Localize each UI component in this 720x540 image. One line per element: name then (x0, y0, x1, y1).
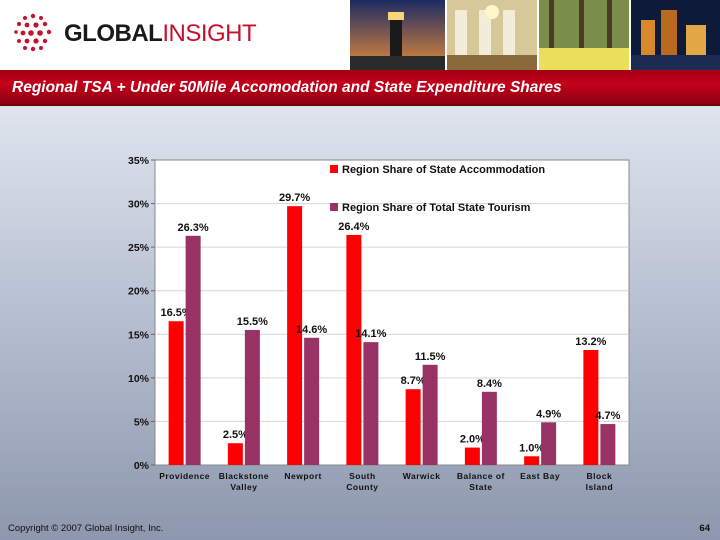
category-label: Newport (284, 471, 322, 481)
category-label: South (349, 471, 376, 481)
lighthouse-photo (350, 0, 445, 70)
data-label: 2.5% (223, 429, 248, 441)
y-tick-label: 0% (134, 460, 150, 472)
plot-area (154, 159, 630, 466)
y-tick-label: 25% (128, 242, 150, 254)
data-label: 2.0% (460, 434, 485, 446)
copyright-text: Copyright © 2007 Global Insight, Inc. (8, 523, 164, 534)
bar (287, 206, 303, 465)
data-label: 14.6% (296, 324, 327, 336)
bar (346, 234, 362, 465)
data-label: 14.1% (355, 328, 386, 340)
data-label: 4.7% (595, 410, 620, 422)
bar (464, 447, 480, 465)
logo-text-insight: INSIGHT (162, 20, 257, 47)
data-label: 4.9% (536, 408, 561, 420)
category-label: State (469, 482, 492, 492)
data-label: 26.4% (338, 221, 369, 233)
data-label: 29.7% (279, 192, 310, 204)
bar (422, 364, 438, 465)
category-label: Blackstone (219, 471, 269, 481)
bar (600, 424, 616, 465)
y-tick-label: 30% (128, 199, 150, 211)
category-label: County (346, 482, 378, 492)
legend-swatch (330, 165, 338, 173)
bar (405, 389, 421, 465)
logo-text-global: GLOBAL (64, 20, 163, 47)
bar (524, 456, 540, 465)
y-tick-label: 5% (134, 416, 150, 428)
y-tick-label: 20% (128, 286, 150, 298)
y-tick-label: 35% (128, 155, 150, 167)
y-tick-label: 10% (128, 373, 150, 385)
data-label: 16.5% (161, 307, 192, 319)
bar (363, 342, 379, 465)
category-label: Providence (159, 471, 210, 481)
ballroom-photo (447, 0, 537, 70)
bar (168, 321, 184, 465)
bar (481, 391, 497, 465)
legend-swatch (330, 203, 338, 211)
data-label: 11.5% (415, 351, 446, 363)
category-label: Island (586, 482, 614, 492)
header-photo-strip (350, 0, 720, 70)
data-label: 26.3% (178, 222, 209, 234)
data-label: 13.2% (575, 336, 606, 348)
bar-chart: 0% 5% 10% 15% 20% 25% 30% 35% 16.5% 26.3% Providen… (128, 155, 630, 492)
category-label: Balance of (457, 471, 505, 481)
header-bar: GLOBALINSIGHT (0, 0, 720, 70)
category-label: Warwick (403, 471, 441, 481)
globe-dots-icon (14, 13, 52, 52)
data-label: 1.0% (519, 442, 544, 454)
page-number: 64 (699, 523, 710, 534)
bar (583, 349, 599, 465)
global-insight-logo: GLOBALINSIGHT (10, 10, 300, 54)
y-tick-label: 15% (128, 329, 150, 341)
slide-title: Regional TSA + Under 50Mile Accomodation… (12, 79, 562, 96)
bar (244, 329, 260, 465)
city-night-photo (631, 0, 720, 70)
data-label: 8.7% (401, 375, 426, 387)
bar (185, 235, 201, 465)
category-label: East Bay (520, 471, 560, 481)
bar (304, 337, 320, 465)
bar (227, 443, 243, 465)
category-label: Valley (230, 482, 257, 492)
category-label: Block (587, 471, 613, 481)
title-bar: Regional TSA + Under 50Mile Accomodation… (0, 70, 720, 106)
data-label: 15.5% (237, 316, 268, 328)
garden-photo (539, 0, 629, 70)
legend-label: Region Share of Total State Tourism (342, 202, 531, 214)
data-label: 8.4% (477, 378, 502, 390)
legend-label: Region Share of State Accommodation (342, 164, 545, 176)
bar (541, 422, 557, 465)
